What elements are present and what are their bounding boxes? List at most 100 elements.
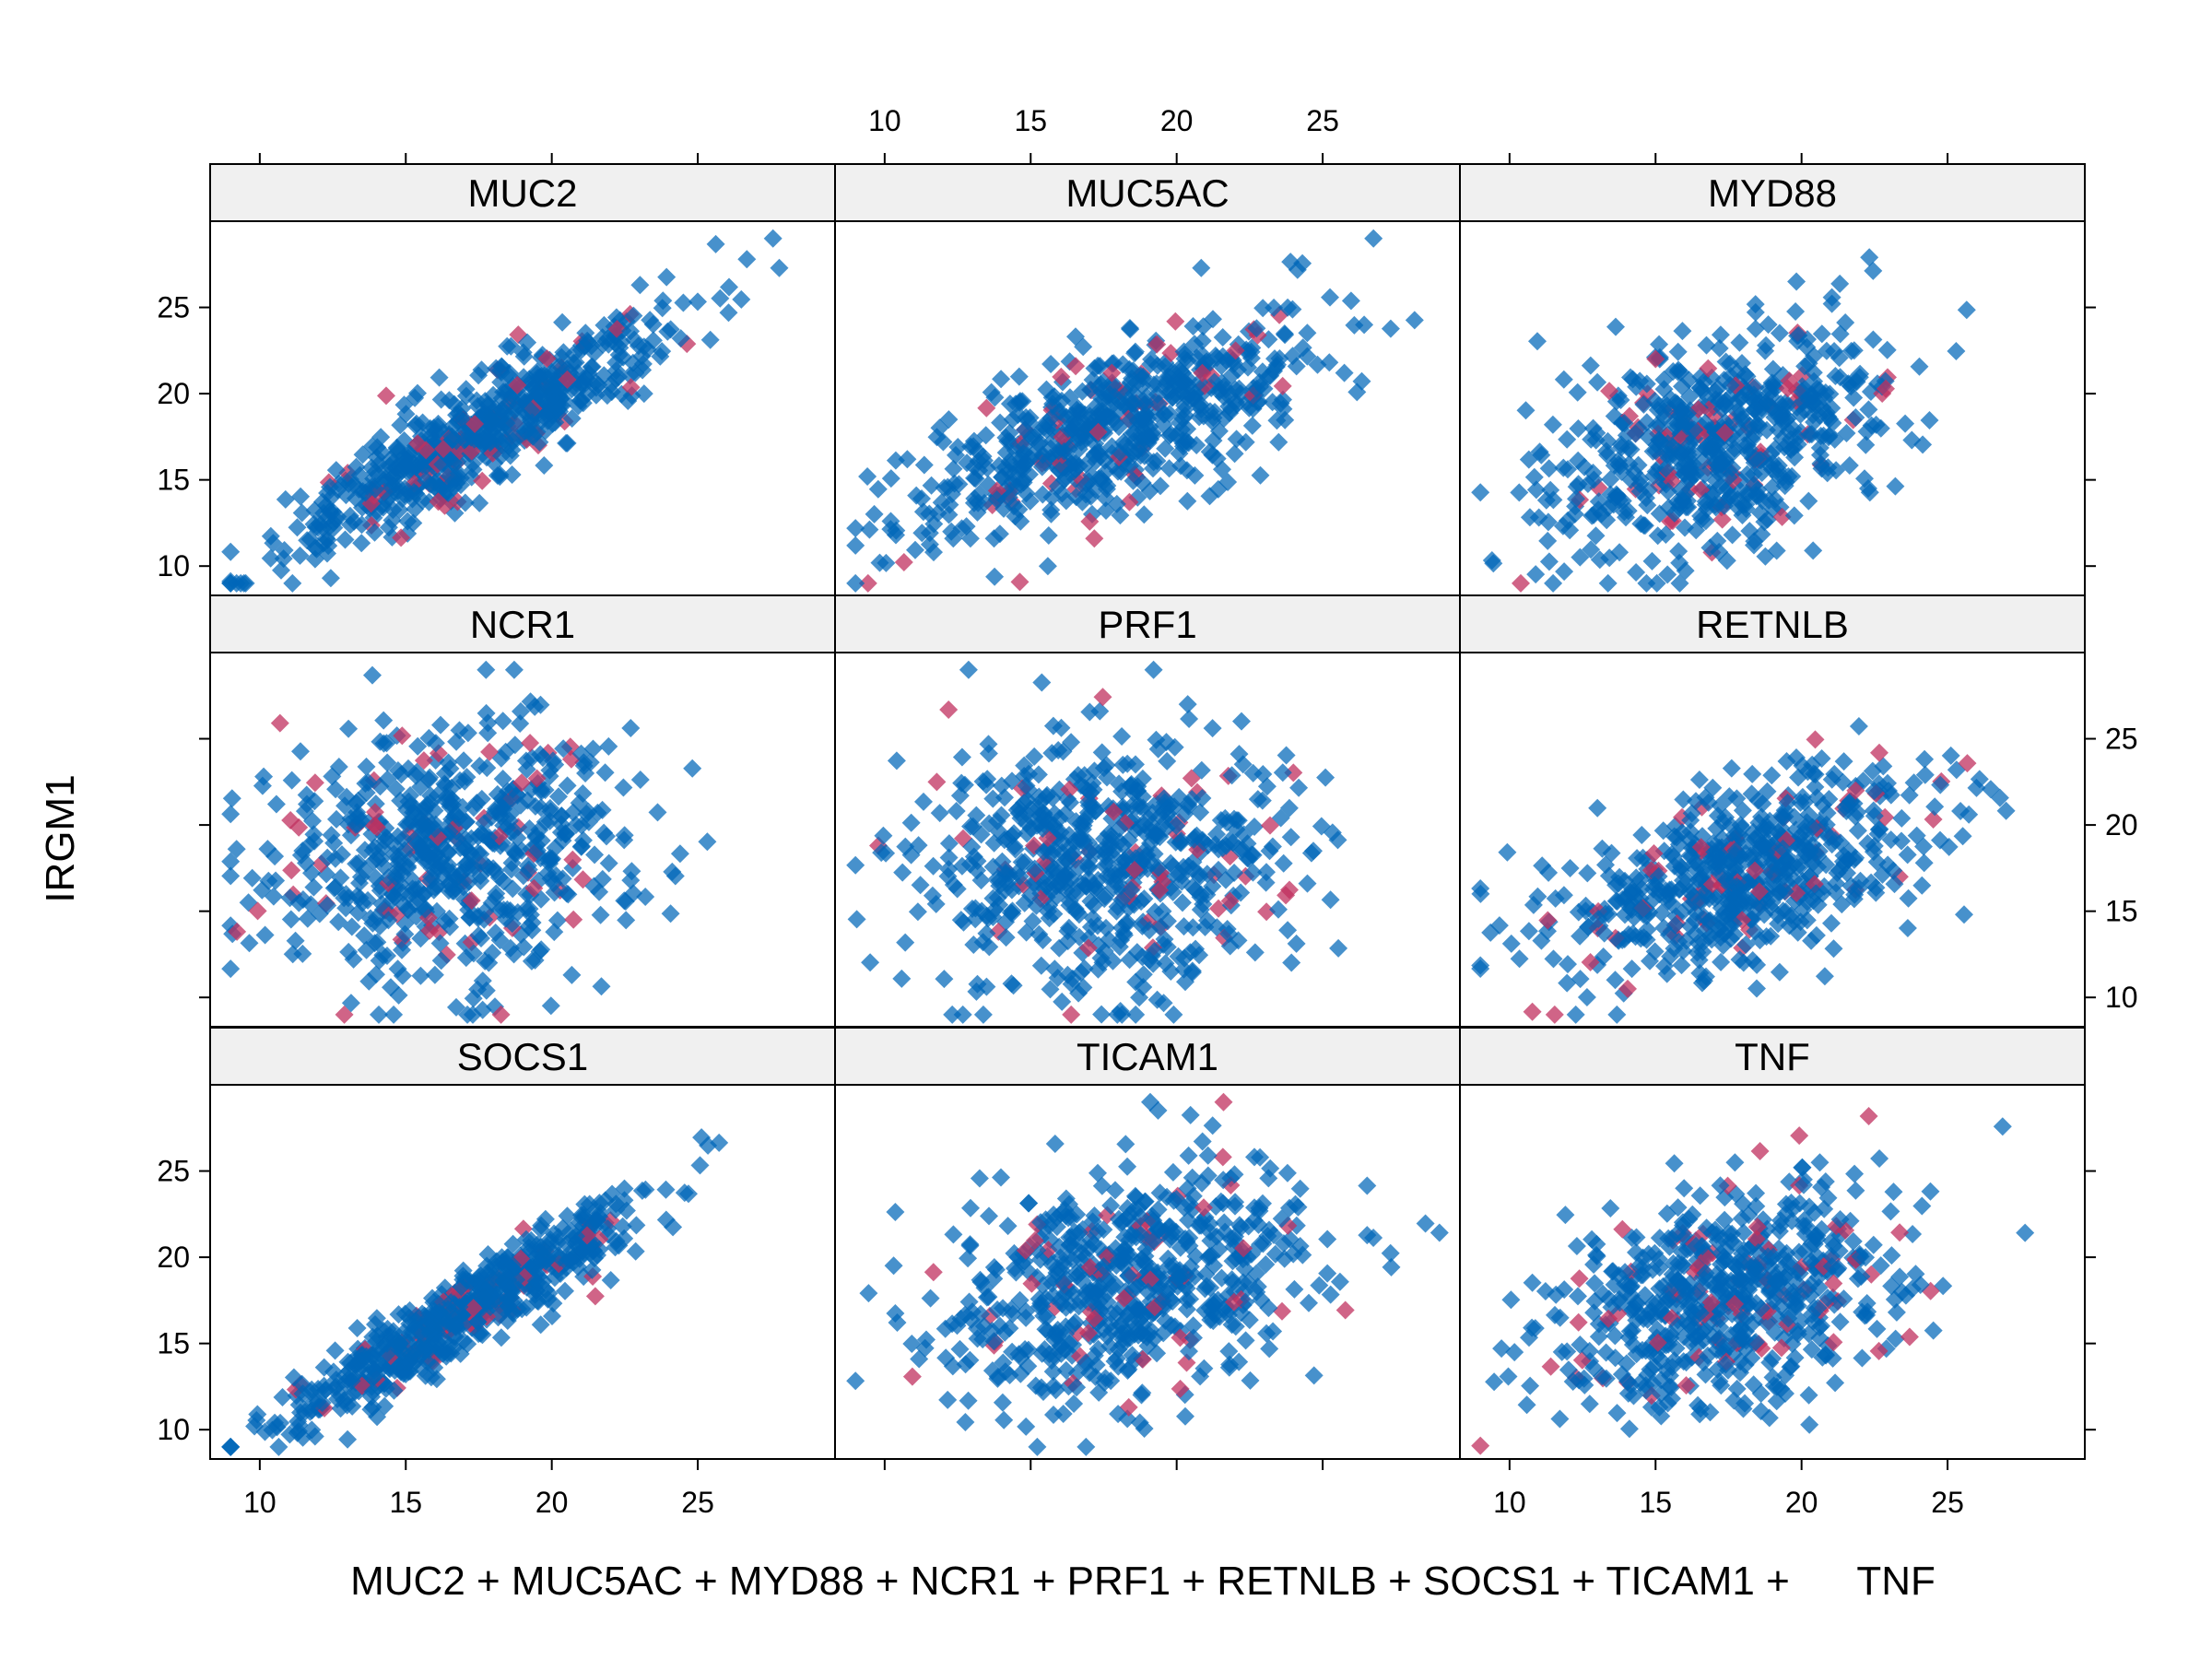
point-group-a: [865, 504, 884, 524]
point-group-a: [420, 418, 440, 438]
point-group-a: [523, 413, 542, 432]
point-group-a: [352, 515, 371, 535]
point-group-a: [643, 315, 663, 334]
point-group-a: [860, 520, 879, 539]
point-group-a: [1147, 356, 1167, 375]
point-group-a: [447, 406, 466, 425]
point-group-a: [1158, 371, 1177, 391]
point-group-a: [338, 1430, 358, 1449]
point-group-a: [1925, 797, 1945, 817]
point-group-a: [1031, 956, 1051, 975]
point-group-a: [325, 1341, 345, 1360]
panel-prf1: PRF1: [834, 594, 1461, 1028]
point-group-a: [1268, 355, 1287, 374]
point-group-a: [1538, 531, 1558, 550]
point-group-a: [371, 428, 391, 447]
point-group-a: [1111, 442, 1130, 462]
point-group-a: [492, 400, 512, 419]
point-group-a: [1830, 274, 1850, 293]
point-group-a: [922, 476, 941, 495]
point-group-a: [528, 368, 547, 387]
point-group-a: [491, 372, 511, 392]
point-group-a: [1089, 442, 1109, 462]
point-group-a: [1815, 967, 1834, 986]
point-group-a: [455, 493, 475, 512]
point-group-a: [690, 1156, 710, 1175]
point-group-b: [1161, 344, 1181, 363]
point-group-b: [1010, 572, 1030, 592]
point-group-a: [1033, 445, 1053, 465]
point-group-a: [1178, 419, 1197, 439]
point-group-a: [406, 416, 425, 435]
point-group-a: [1144, 660, 1163, 679]
point-group-a: [463, 454, 482, 474]
panel-strip-label: PRF1: [1098, 603, 1196, 646]
point-group-a: [1247, 319, 1266, 338]
point-group-b: [1214, 1092, 1233, 1112]
point-group-a: [1510, 483, 1529, 502]
point-group-a: [1135, 394, 1155, 414]
point-group-a: [541, 367, 560, 386]
point-group-a: [1822, 913, 1841, 933]
point-group-a: [1844, 388, 1864, 407]
point-group-a: [1039, 526, 1058, 545]
point-group-a: [255, 925, 275, 945]
point-group-a: [1673, 322, 1692, 341]
point-group-a: [1588, 798, 1607, 818]
point-group-a: [1174, 342, 1194, 361]
point-group-a: [1364, 229, 1383, 248]
point-group-b: [927, 772, 947, 792]
point-group-a: [1256, 873, 1276, 892]
point-group-a: [491, 1328, 511, 1347]
point-group-a: [1281, 828, 1300, 847]
panel-points: [846, 660, 1348, 1024]
point-group-a: [1747, 979, 1766, 998]
point-group-a: [1957, 300, 1976, 320]
point-group-a: [306, 518, 325, 536]
point-group-a: [1213, 328, 1232, 347]
panel-strip: [1459, 163, 2086, 222]
point-group-a: [1085, 359, 1104, 378]
point-group-a: [433, 454, 453, 474]
point-group-a: [1089, 469, 1109, 488]
panel-myd88: MYD88: [1459, 163, 2086, 596]
point-group-a: [914, 792, 933, 811]
point-group-a: [985, 567, 1005, 586]
point-group-a: [582, 357, 602, 376]
point-group-a: [1787, 272, 1806, 291]
point-group-a: [1171, 371, 1191, 390]
point-group-b: [1226, 341, 1245, 360]
point-group-a: [908, 902, 927, 922]
point-group-a: [1910, 357, 1929, 376]
point-group-a: [339, 719, 359, 738]
point-group-a: [1185, 465, 1205, 485]
point-group-a: [944, 1225, 963, 1244]
point-group-a: [1121, 320, 1140, 339]
point-group-a: [276, 489, 295, 509]
panel-points: [846, 229, 1424, 593]
point-group-a: [1242, 416, 1262, 435]
point-group-a: [947, 802, 966, 820]
point-group-a: [1004, 465, 1023, 484]
point-group-a: [973, 1005, 993, 1024]
point-group-a: [1180, 710, 1199, 728]
point-group-a: [618, 392, 638, 410]
point-group-a: [1770, 962, 1789, 982]
point-group-b: [1213, 1147, 1232, 1167]
point-group-a: [236, 573, 255, 593]
point-group-a: [1037, 380, 1056, 399]
point-group-a: [1329, 938, 1348, 958]
point-group-a: [1260, 1339, 1279, 1359]
point-group-a: [1147, 385, 1167, 404]
point-group-a: [990, 524, 1009, 544]
point-group-a: [321, 569, 340, 588]
point-group-a: [1178, 695, 1197, 714]
point-group-a: [1133, 376, 1152, 395]
point-group-a: [535, 456, 554, 475]
point-group-a: [1017, 453, 1035, 472]
point-group-b: [621, 378, 641, 397]
point-group-a: [964, 431, 983, 451]
point-group-a: [1528, 332, 1547, 351]
point-group-a: [1207, 348, 1227, 368]
point-group-a: [624, 306, 643, 325]
